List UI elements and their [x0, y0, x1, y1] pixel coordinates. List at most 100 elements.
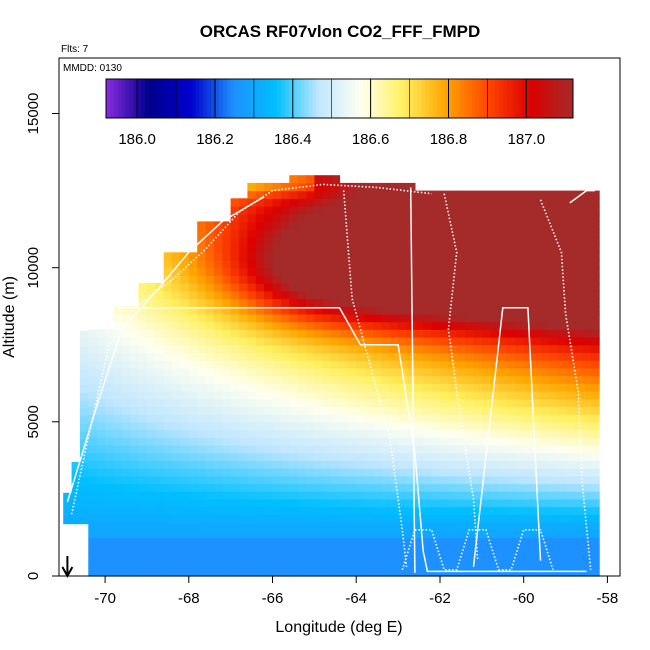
heatmap-cell	[155, 460, 165, 469]
heatmap-cell	[314, 398, 324, 407]
heatmap-cell	[490, 437, 500, 446]
heatmap-cell	[264, 337, 274, 346]
heatmap-cell	[347, 313, 357, 323]
heatmap-cell	[289, 337, 299, 346]
heatmap-cell	[138, 367, 148, 377]
heatmap-cell	[322, 367, 332, 377]
heatmap-cell	[230, 421, 240, 431]
heatmap-cell	[498, 560, 508, 569]
heatmap-cell	[121, 437, 131, 446]
heatmap-cell	[113, 321, 123, 330]
flight-track	[409, 187, 416, 573]
heatmap-cell	[389, 236, 399, 246]
heatmap-cell	[347, 529, 357, 539]
heatmap-cell	[431, 337, 441, 346]
heatmap-cell	[280, 552, 290, 562]
heatmap-cell	[121, 383, 131, 392]
heatmap-cell	[373, 491, 382, 500]
heatmap-cell	[481, 360, 491, 369]
heatmap-cell	[322, 236, 332, 246]
heatmap-cell	[322, 190, 332, 199]
heatmap-cell	[473, 290, 483, 300]
heatmap-cell	[515, 352, 525, 361]
heatmap-cell	[414, 221, 424, 230]
heatmap-cell	[373, 398, 382, 407]
heatmap-cell	[532, 391, 542, 400]
heatmap-cell	[306, 375, 315, 384]
heatmap-cell	[280, 483, 290, 492]
heatmap-cell	[63, 515, 73, 525]
heatmap-cell	[389, 206, 399, 215]
heatmap-cell	[113, 529, 123, 539]
heatmap-cell	[105, 552, 115, 562]
heatmap-cell	[272, 252, 282, 261]
heatmap-cell	[481, 398, 491, 407]
heatmap-cell	[381, 275, 391, 284]
flights-count: Flts: 7	[61, 44, 89, 55]
heatmap-cell	[347, 414, 357, 423]
heatmap-cell	[79, 400, 89, 409]
heatmap-cell	[507, 537, 516, 546]
heatmap-cell	[423, 445, 433, 454]
heatmap-cell	[398, 213, 408, 222]
heatmap-cell	[473, 391, 483, 400]
heatmap-cell	[490, 568, 500, 577]
heatmap-cell	[347, 506, 357, 515]
heatmap-cell	[456, 537, 466, 546]
heatmap-cell	[356, 391, 366, 400]
heatmap-cell	[121, 460, 131, 469]
heatmap-cell	[280, 360, 290, 369]
heatmap-cell	[473, 475, 483, 485]
heatmap-cell	[222, 367, 232, 377]
heatmap-cell	[255, 437, 265, 446]
heatmap-cell	[473, 337, 483, 346]
colorbar-swatch	[343, 79, 348, 118]
heatmap-cell	[523, 283, 533, 292]
heatmap-cell	[364, 252, 374, 261]
heatmap-cell	[573, 360, 583, 369]
heatmap-cell	[88, 421, 98, 431]
heatmap-cell	[347, 475, 357, 485]
colorbar-swatch	[526, 79, 531, 118]
heatmap-cell	[79, 461, 89, 471]
heatmap-cell	[490, 445, 500, 454]
heatmap-cell	[222, 383, 232, 392]
heatmap-cell	[557, 468, 567, 477]
heatmap-cell	[155, 491, 165, 500]
heatmap-cell	[239, 491, 248, 500]
heatmap-cell	[113, 498, 123, 508]
heatmap-cell	[339, 290, 349, 300]
heatmap-cell	[414, 190, 424, 199]
heatmap-cell	[121, 445, 131, 454]
heatmap-cell	[197, 267, 207, 276]
heatmap-cell	[289, 398, 299, 407]
heatmap-cell	[306, 452, 315, 461]
heatmap-cell	[389, 244, 399, 253]
heatmap-cell	[431, 560, 441, 569]
heatmap-cell	[88, 352, 98, 361]
heatmap-cell	[322, 275, 332, 284]
heatmap-cell	[163, 367, 173, 377]
heatmap-cell	[440, 421, 449, 431]
heatmap-cell	[155, 437, 165, 446]
heatmap-cell	[314, 506, 324, 515]
heatmap-cell	[339, 475, 349, 485]
heatmap-cell	[138, 398, 148, 407]
heatmap-cell	[180, 275, 190, 284]
heatmap-cell	[381, 475, 391, 485]
heatmap-cell	[347, 545, 357, 554]
heatmap-cell	[507, 452, 516, 461]
heatmap-cell	[431, 498, 441, 508]
heatmap-cell	[573, 244, 583, 253]
heatmap-cell	[322, 398, 332, 407]
heatmap-cell	[180, 568, 190, 577]
heatmap-cell	[498, 568, 508, 577]
heatmap-cell	[498, 445, 508, 454]
heatmap-cell	[590, 352, 600, 361]
heatmap-cell	[557, 337, 567, 346]
heatmap-cell	[406, 352, 416, 361]
heatmap-cell	[540, 506, 550, 515]
heatmap-cell	[582, 491, 592, 500]
heatmap-cell	[356, 298, 366, 307]
heatmap-cell	[582, 452, 592, 461]
